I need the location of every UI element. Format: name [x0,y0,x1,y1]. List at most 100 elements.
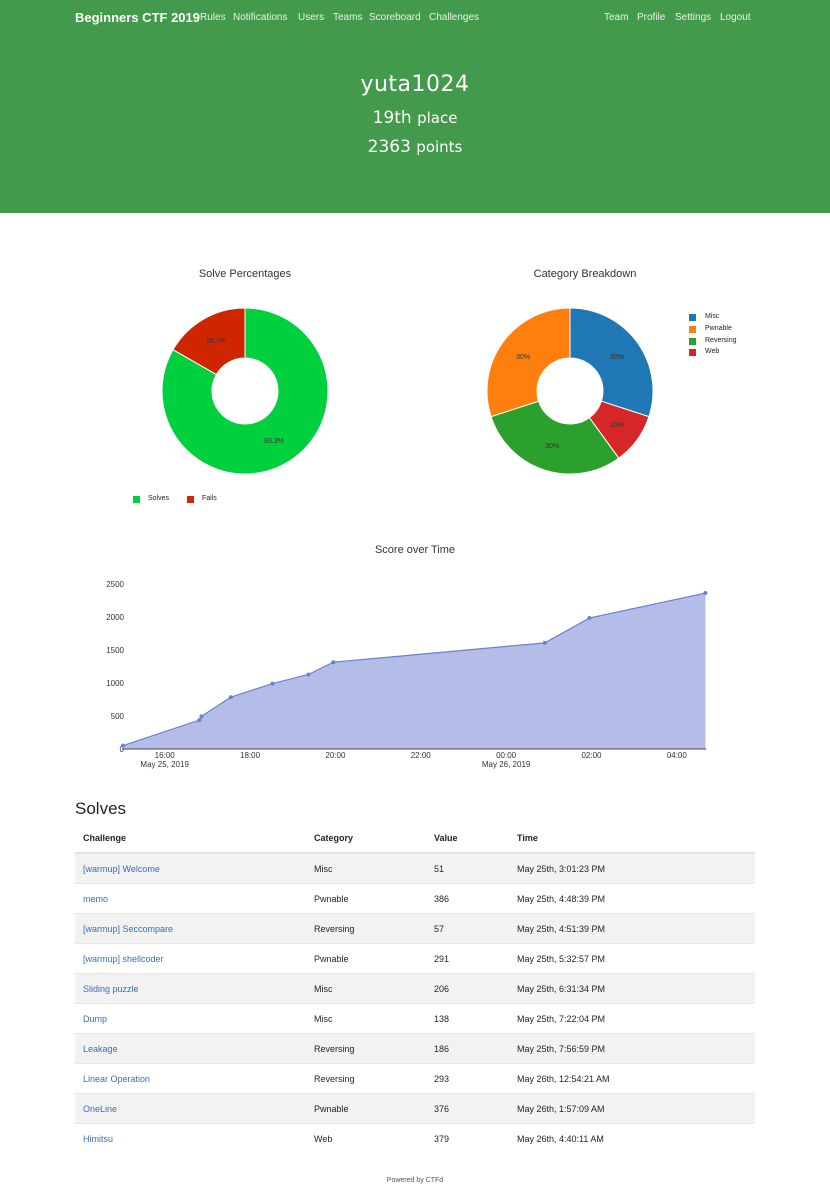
y-tick-label: 1500 [106,646,124,655]
footer-powered-by[interactable]: Powered by CTFd [386,1177,444,1184]
challenge-link[interactable]: OneLine [83,1104,118,1114]
user-name: yuta1024 [360,72,470,97]
score-point[interactable] [199,714,204,719]
value-cell: 293 [434,1074,450,1084]
place-rank: 19th [372,108,412,128]
nav-teams[interactable]: Teams [333,12,363,23]
y-tick-label: 2000 [106,613,124,622]
time-cell: May 26th, 12:54:21 AM [517,1074,610,1084]
legend-reversing-label[interactable]: Reversing [705,337,737,344]
category-cell: Misc [314,864,333,874]
time-cell: May 25th, 4:48:39 PM [517,894,606,904]
legend-pwnable-swatch [689,326,696,333]
x-tick-label: 00:00 [496,751,517,760]
score-area [122,593,706,749]
category-cell: Reversing [314,924,355,934]
table-row: [warmup] Welcome Misc 51 May 25th, 3:01:23 … [75,853,755,883]
nav-users[interactable]: Users [298,12,325,23]
time-cell: May 25th, 7:56:59 PM [517,1044,606,1054]
legend-pwnable-label[interactable]: Pwnable [705,325,732,332]
solves-heading: Solves [75,799,127,818]
legend-web-swatch [689,349,696,356]
value-cell: 138 [434,1014,450,1024]
solves-percent-label: 83.3% [264,438,284,445]
col-value: Value [434,833,458,843]
category-cell: Reversing [314,1044,355,1054]
legend-web-label[interactable]: Web [705,348,720,355]
nav-scoreboard[interactable]: Scoreboard [369,12,421,23]
time-cell: May 25th, 7:22:04 PM [517,1014,606,1024]
user-points: 2363 points [0,137,830,157]
nav-logout[interactable]: Logout [720,12,751,23]
reversing-percent-label: 30% [545,443,559,450]
challenge-link[interactable]: [warmup] shellcoder [83,954,164,964]
score-point[interactable] [703,591,708,596]
challenge-link[interactable]: [warmup] Seccompare [83,924,174,934]
category-cell: Web [314,1134,333,1144]
category-cell: Misc [314,984,333,994]
challenge-link[interactable]: Dump [83,1014,108,1024]
col-challenge: Challenge [83,833,127,843]
value-cell: 186 [434,1044,450,1054]
score-point[interactable] [331,660,336,665]
score-point[interactable] [228,695,233,700]
brand-link[interactable]: Beginners CTF 2019 [75,10,200,25]
points-value: 2363 [367,137,411,157]
score-point[interactable] [270,681,275,686]
col-time: Time [517,833,538,843]
legend-misc-label[interactable]: Misc [705,313,720,320]
reversing-slice[interactable] [490,400,620,475]
profile-header [0,0,830,213]
category-breakdown-chart: 30% 10% 30% 30% [486,307,654,475]
misc-slice[interactable] [569,307,654,418]
x-tick-label: 18:00 [240,751,261,760]
value-cell: 291 [434,954,450,964]
category-breakdown-title: Category Breakdown [533,268,637,280]
nav-team[interactable]: Team [604,12,629,23]
table-row: Leakage Reversing 186 May 25th, 7:56:59 PM [75,1033,755,1063]
points-word: points [416,138,463,156]
challenge-link[interactable]: memo [83,894,109,904]
score-point[interactable] [197,718,202,723]
value-cell: 379 [434,1134,450,1144]
place-word: place [417,109,458,127]
nav-rules[interactable]: Rules [200,12,226,23]
col-category: Category [314,833,354,843]
time-cell: May 26th, 1:57:09 AM [517,1104,605,1114]
legend-reversing-swatch [689,338,696,345]
nav-challenges[interactable]: Challenges [429,12,480,23]
y-tick-label: 1000 [106,679,124,688]
category-cell: Misc [314,1014,333,1024]
challenge-link[interactable]: Leakage [83,1044,118,1054]
value-cell: 51 [434,864,445,874]
x-tick-label: 04:00 [667,751,688,760]
y-tick-label: 2500 [106,580,124,589]
web-percent-label: 10% [610,422,624,429]
legend-solves-label[interactable]: Solves [148,495,170,502]
x-tick-label: 22:00 [411,751,432,760]
value-cell: 206 [434,984,450,994]
score-point[interactable] [306,672,311,677]
nav-profile[interactable]: Profile [637,12,666,23]
pwnable-slice[interactable] [486,307,571,418]
score-point[interactable] [542,640,547,645]
legend-fails-label[interactable]: Fails [202,495,217,502]
challenge-link[interactable]: Himitsu [83,1134,114,1144]
y-tick-label: 500 [111,712,125,721]
challenge-link[interactable]: Sliding puzzle [83,984,139,994]
table-row: memo Pwnable 386 May 25th, 4:48:39 PM [75,883,755,913]
nav-settings[interactable]: Settings [675,12,712,23]
time-cell: May 25th, 3:01:23 PM [517,864,606,874]
legend-fails-swatch [187,496,194,503]
solves-slice[interactable] [161,307,329,475]
score-point[interactable] [120,743,125,748]
category-cell: Pwnable [314,894,349,904]
nav-notifications[interactable]: Notifications [233,12,288,23]
legend-solves-swatch [133,496,140,503]
score-point[interactable] [587,616,592,621]
fails-slice[interactable] [172,307,246,376]
challenge-link[interactable]: Linear Operation [83,1074,151,1084]
x-tick-label: 16:00 [155,751,176,760]
x-tick-date-label: May 26, 2019 [482,760,531,769]
challenge-link[interactable]: [warmup] Welcome [83,864,160,874]
